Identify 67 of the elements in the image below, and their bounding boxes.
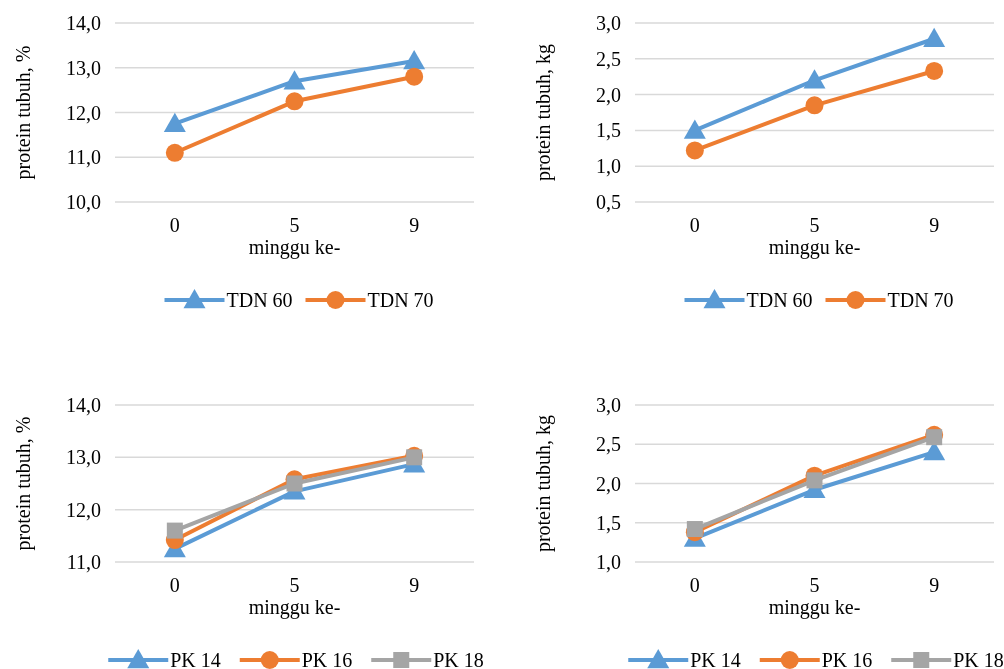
point	[286, 475, 303, 492]
point	[926, 429, 943, 446]
x-tick-label: 0	[169, 214, 180, 236]
y-axis-title: protein tubuh, %	[12, 45, 35, 180]
x-tick-label: 9	[409, 574, 420, 596]
legend-label: PK 16	[301, 649, 353, 669]
point	[405, 67, 424, 86]
legend-label: PK 18	[953, 649, 1004, 669]
x-axis-title: minggu ke-	[248, 596, 341, 619]
x-tick-label: 9	[929, 574, 940, 596]
legend-label: PK 14	[170, 649, 221, 669]
x-tick-label: 0	[689, 214, 700, 236]
point	[163, 112, 186, 132]
y-tick-label: 14,0	[66, 394, 101, 416]
y-tick-label: 3,0	[596, 394, 621, 416]
x-tick-label: 5	[289, 214, 300, 236]
y-tick-label: 1,5	[596, 511, 621, 534]
x-axis-title: minggu ke-	[248, 236, 341, 259]
legend-label: TDN 70	[367, 289, 434, 311]
point	[806, 472, 823, 489]
y-tick-label: 10,0	[66, 191, 101, 213]
y-tick-label: 1,0	[596, 551, 621, 573]
point	[403, 50, 426, 70]
legend-label: PK 16	[821, 649, 873, 669]
y-tick-label: 2,0	[596, 83, 621, 106]
x-tick-label: 5	[809, 574, 820, 596]
y-tick-label: 1,5	[596, 119, 621, 142]
y-tick-label: 11,0	[66, 146, 101, 169]
y-tick-label: 14,0	[66, 12, 101, 34]
x-tick-label: 9	[409, 214, 420, 236]
point	[805, 96, 824, 115]
point	[683, 119, 706, 139]
point	[283, 70, 306, 90]
legend-label: PK 14	[690, 649, 741, 669]
x-tick-label: 5	[289, 574, 300, 596]
y-tick-label: 12,0	[66, 498, 101, 521]
y-tick-label: 1,0	[596, 155, 621, 178]
x-tick-label: 0	[169, 574, 180, 596]
y-tick-label: 2,0	[596, 472, 621, 495]
point	[166, 522, 183, 539]
point	[925, 61, 944, 80]
y-tick-label: 11,0	[66, 551, 101, 573]
y-tick-label: 2,5	[596, 433, 621, 456]
point	[923, 27, 946, 47]
y-axis-title: protein tubuh, %	[12, 416, 35, 551]
legend-label: PK 18	[433, 649, 484, 669]
point	[165, 143, 184, 162]
legend-label: TDN 70	[887, 289, 954, 311]
y-axis-title: protein tubuh, kg	[532, 43, 555, 182]
x-tick-label: 0	[689, 574, 700, 596]
legend-label: TDN 60	[226, 289, 293, 311]
y-tick-label: 13,0	[66, 56, 101, 79]
point	[803, 69, 826, 89]
point	[686, 521, 703, 538]
point	[285, 92, 304, 111]
y-tick-label: 12,0	[66, 101, 101, 124]
x-tick-label: 9	[929, 214, 940, 236]
y-tick-label: 2,5	[596, 47, 621, 70]
y-tick-label: 13,0	[66, 446, 101, 469]
y-axis-title: protein tubuh, kg	[532, 414, 555, 553]
x-axis-title: minggu ke-	[768, 596, 861, 619]
legend-label: TDN 60	[746, 289, 813, 311]
x-axis-title: minggu ke-	[768, 236, 861, 259]
x-tick-label: 5	[809, 214, 820, 236]
y-tick-label: 3,0	[596, 12, 621, 34]
point	[685, 141, 704, 160]
y-tick-label: 0,5	[596, 191, 621, 213]
